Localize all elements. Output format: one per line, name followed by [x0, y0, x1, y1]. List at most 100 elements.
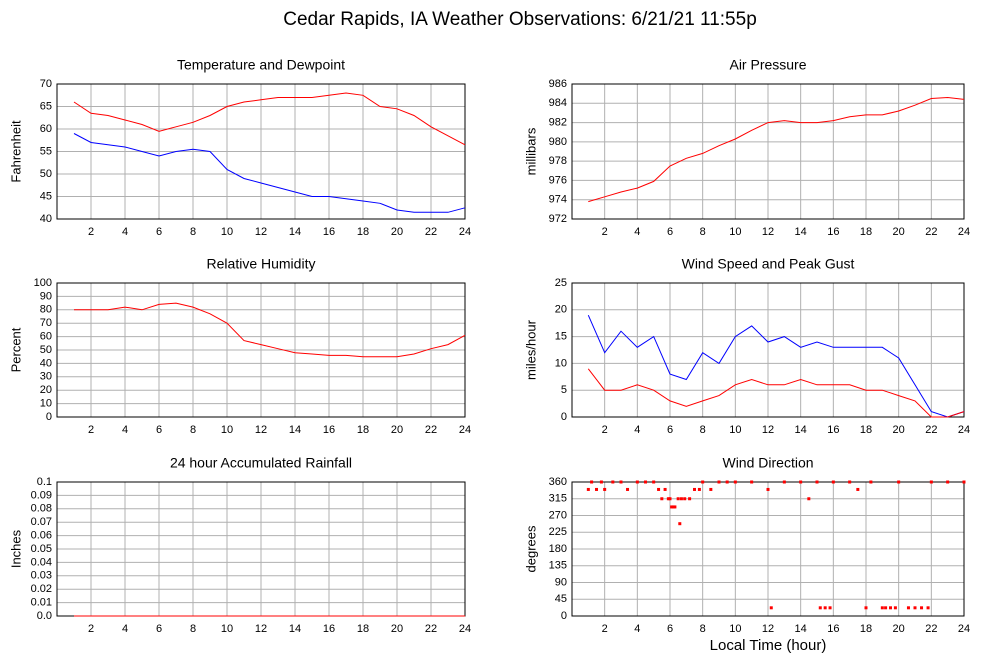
x-tick-label: 10 — [729, 226, 741, 238]
y-tick-label: 984 — [549, 97, 567, 109]
y-tick-label: 270 — [549, 509, 567, 521]
x-tick-label: 20 — [893, 623, 905, 635]
plot-frame — [56, 282, 466, 418]
y-tick-label: 70 — [40, 78, 52, 90]
data-point — [856, 487, 860, 491]
x-tick-label: 20 — [893, 424, 905, 436]
data-point — [766, 487, 770, 491]
data-point — [626, 487, 630, 491]
x-tick-label: 22 — [925, 226, 937, 238]
x-tick-label: 24 — [958, 226, 970, 238]
plot-frame — [56, 83, 466, 220]
x-tick-label: 12 — [762, 623, 774, 635]
x-tick-label: 24 — [958, 424, 970, 436]
x-tick-label: 8 — [700, 623, 706, 635]
data-point — [619, 480, 623, 484]
chart-title: Wind Direction — [722, 455, 813, 471]
data-point — [823, 606, 827, 610]
data-line — [587, 368, 965, 418]
y-tick-label: 0.07 — [31, 516, 52, 528]
data-point — [889, 606, 892, 610]
data-point — [611, 480, 615, 484]
x-tick-label: 6 — [667, 424, 673, 436]
x-tick-label: 22 — [425, 623, 437, 635]
data-point — [635, 480, 639, 484]
data-point — [962, 480, 966, 484]
x-tick-label: 16 — [323, 226, 335, 238]
x-tick-label: 20 — [893, 226, 905, 238]
x-tick-label: 18 — [860, 623, 872, 635]
x-tick-label: 10 — [221, 424, 233, 436]
y-tick-label: 20 — [555, 304, 567, 316]
y-tick-label: 0 — [46, 411, 52, 423]
data-line — [73, 92, 466, 146]
x-tick-label: 4 — [634, 226, 640, 238]
x-tick-label: 4 — [122, 424, 128, 436]
data-point — [913, 606, 917, 610]
data-point — [769, 606, 773, 610]
x-tick-label: 22 — [925, 424, 937, 436]
data-point — [799, 480, 803, 484]
y-tick-label: 978 — [549, 155, 567, 167]
x-tick-label: 14 — [795, 226, 807, 238]
x-tick-label: 24 — [459, 424, 471, 436]
y-tick-label: 65 — [40, 100, 52, 112]
x-tick-label: 10 — [729, 623, 741, 635]
x-tick-label: 6 — [156, 226, 162, 238]
y-tick-label: 80 — [40, 304, 52, 316]
data-point — [668, 497, 672, 501]
data-point — [864, 606, 868, 610]
x-tick-label: 4 — [634, 623, 640, 635]
data-point — [673, 505, 677, 509]
x-tick-label: 12 — [255, 424, 267, 436]
x-tick-label: 22 — [925, 623, 937, 635]
x-tick-label: 4 — [122, 623, 128, 635]
data-point — [693, 487, 696, 491]
x-tick-label: 12 — [762, 424, 774, 436]
data-point — [671, 505, 675, 509]
data-point — [818, 606, 822, 610]
y-tick-label: 0.03 — [31, 570, 52, 582]
y-tick-label: 980 — [549, 136, 567, 148]
y-tick-label: 90 — [40, 290, 52, 302]
y-tick-label: 972 — [549, 213, 567, 225]
y-tick-label: 60 — [40, 123, 52, 135]
x-tick-label: 18 — [860, 226, 872, 238]
x-tick-label: 16 — [323, 623, 335, 635]
data-point — [831, 480, 835, 484]
x-tick-label: 22 — [425, 226, 437, 238]
x-axis-label: Local Time (hour) — [710, 637, 827, 654]
x-tick-label: 2 — [602, 623, 608, 635]
y-axis-label: Percent — [8, 327, 23, 372]
data-point — [906, 606, 910, 610]
y-tick-label: 0.02 — [31, 583, 52, 595]
data-point — [884, 606, 888, 610]
x-tick-label: 14 — [795, 623, 807, 635]
y-tick-label: 974 — [549, 194, 567, 206]
x-tick-label: 18 — [357, 424, 369, 436]
data-point — [893, 606, 897, 610]
y-tick-label: 135 — [549, 560, 567, 572]
x-tick-label: 4 — [122, 226, 128, 238]
x-tick-label: 2 — [602, 424, 608, 436]
y-tick-label: 0.05 — [31, 543, 52, 555]
y-tick-label: 20 — [40, 384, 52, 396]
data-point — [897, 480, 901, 484]
data-line — [73, 133, 466, 213]
y-tick-label: 40 — [40, 213, 52, 225]
data-line — [588, 96, 965, 203]
chart-title: Relative Humidity — [207, 256, 316, 272]
y-tick-label: 70 — [40, 317, 52, 329]
x-tick-label: 8 — [190, 226, 196, 238]
x-tick-label: 6 — [667, 623, 673, 635]
x-tick-label: 6 — [156, 623, 162, 635]
y-tick-label: 45 — [555, 593, 567, 605]
y-tick-label: 15 — [555, 331, 567, 343]
x-tick-label: 10 — [221, 226, 233, 238]
data-point — [750, 480, 754, 484]
x-tick-label: 2 — [88, 226, 94, 238]
data-point — [603, 487, 607, 491]
x-tick-label: 20 — [391, 424, 403, 436]
plot-frame — [571, 83, 965, 220]
